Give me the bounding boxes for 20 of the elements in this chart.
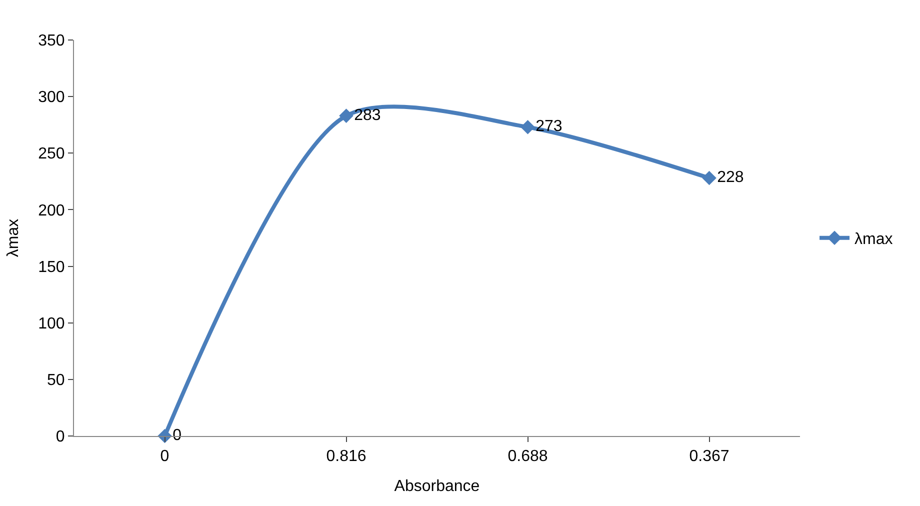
x-tick-label: 0.688 — [508, 448, 548, 466]
point — [702, 170, 716, 186]
legend-label: λmax — [854, 231, 893, 248]
point — [339, 108, 354, 123]
x-tick-label: 0.816 — [326, 448, 366, 466]
data-label: 283 — [354, 106, 381, 124]
x-tick-label: 0 — [160, 448, 170, 466]
y-tick-label: 300 — [38, 89, 65, 106]
point — [520, 120, 535, 134]
x-axis-title: Absorbance — [394, 478, 480, 495]
y-tick-label: 100 — [38, 315, 65, 332]
y-tick-label: 200 — [38, 202, 65, 220]
x-tick-label: 0.367 — [689, 448, 730, 466]
y-tick-label: 50 — [47, 372, 65, 390]
data-label: 228 — [717, 169, 744, 186]
y-tick-label: 0 — [56, 428, 65, 446]
y-tick-label: 250 — [38, 146, 65, 163]
y-tick-label: 350 — [38, 32, 65, 50]
y-tick-label: 150 — [38, 258, 65, 276]
y-axis-title: λmax — [4, 218, 22, 258]
